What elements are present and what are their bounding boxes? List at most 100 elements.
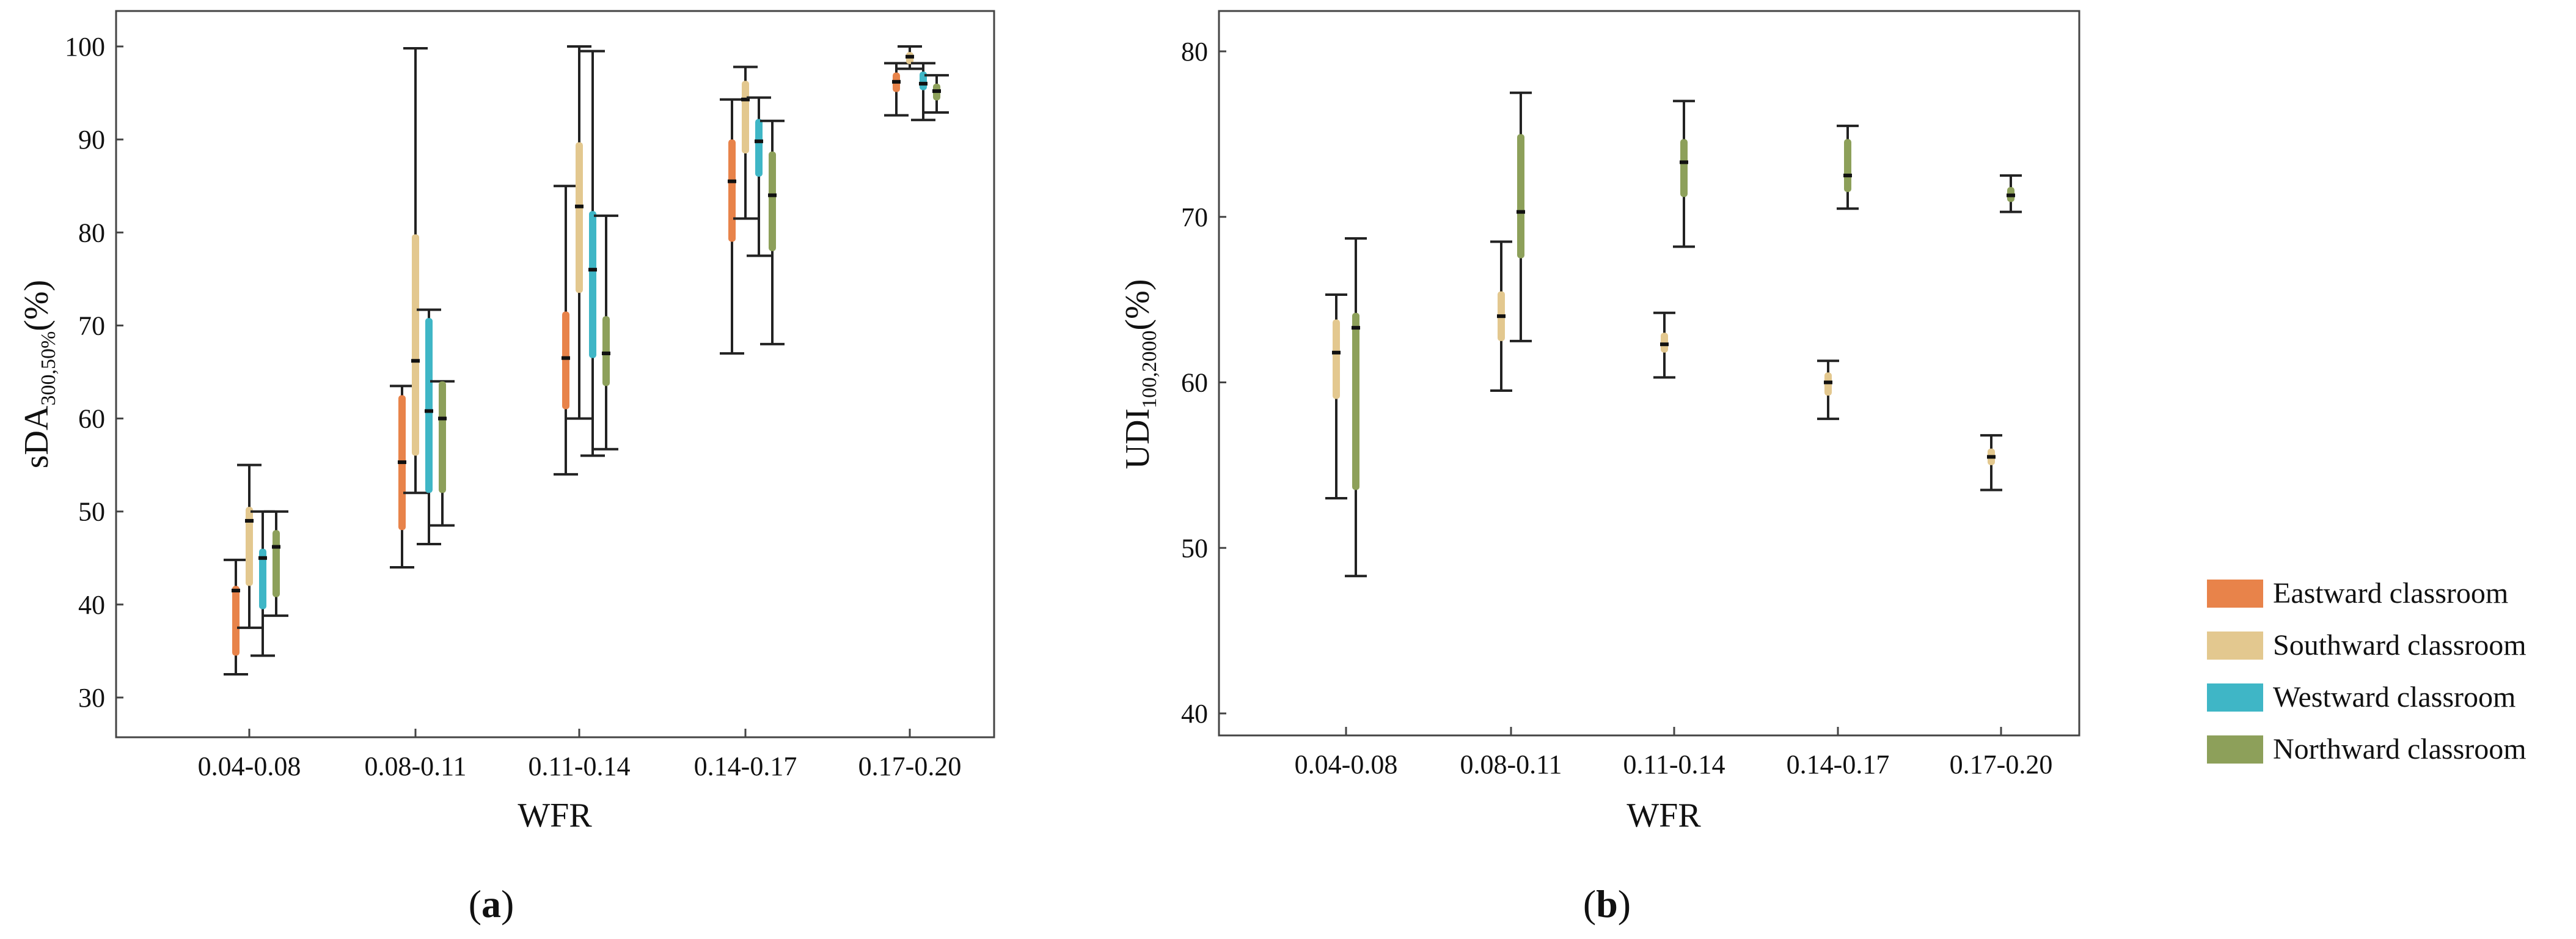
box-westward-4 <box>747 96 771 257</box>
panel-b-y-axis-title: UDI100,2000(%) <box>1119 279 1161 470</box>
legend: Eastward classroom Southward classroom Wes… <box>2207 577 2527 765</box>
x-tick-label: 0.04-0.08 <box>198 751 301 781</box>
panel-b-plot-frame <box>1218 10 2080 737</box>
legend-item-northward: Northward classroom <box>2207 733 2527 765</box>
box-northward-2 <box>430 380 455 527</box>
panel-a-y-ticks: 30 40 50 60 70 80 90 100 <box>65 32 123 713</box>
box-iqr <box>259 548 266 609</box>
x-tick-label: 0.08-0.11 <box>364 751 466 781</box>
legend-swatch <box>2207 735 2263 764</box>
box-eastward-3 <box>554 185 578 476</box>
box-northward-4 <box>1837 124 1859 210</box>
box-iqr <box>562 311 569 410</box>
panel-b-x-ticks: 0.04-0.08 0.08-0.11 0.11-0.14 0.14-0.17 0.17… <box>1295 727 2053 779</box>
legend-label: Southward classroom <box>2273 629 2527 661</box>
box-iqr <box>412 234 419 456</box>
box-southward-2 <box>1490 240 1512 392</box>
panel-a-y-axis-title-unit: (%) <box>18 280 56 331</box>
box-westward-1 <box>251 510 275 657</box>
y-tick-label: 40 <box>78 590 105 620</box>
y-tick-label: 70 <box>1181 202 1208 232</box>
box-iqr <box>1844 139 1851 193</box>
box-southward-5 <box>1980 434 2002 492</box>
box-southward-3 <box>1653 311 1675 379</box>
panel-a-y-axis-title-main: sDA <box>18 405 56 468</box>
legend-swatch <box>2207 580 2263 608</box>
box-northward-5 <box>2000 174 2022 213</box>
box-eastward-4 <box>720 98 744 355</box>
box-southward-2 <box>403 47 428 495</box>
box-iqr <box>1517 134 1524 259</box>
box-iqr <box>576 142 583 293</box>
box-iqr <box>602 316 610 386</box>
legend-label: Westward classroom <box>2273 681 2516 713</box>
panel-a-chart: 30 40 50 60 70 80 90 100 0.04-0.08 0.08-0.11 0.11… <box>18 10 995 926</box>
box-westward-2 <box>417 308 441 545</box>
box-iqr <box>1680 139 1688 197</box>
box-iqr <box>769 151 776 251</box>
box-southward-1 <box>237 463 262 629</box>
box-southward-5 <box>898 45 922 70</box>
box-southward-1 <box>1325 293 1347 500</box>
box-iqr <box>246 507 253 586</box>
y-tick-label: 80 <box>78 218 105 248</box>
box-iqr <box>425 318 433 493</box>
box-iqr <box>589 211 596 358</box>
panel-a-label-letter: a <box>481 882 501 926</box>
x-tick-label: 0.14-0.17 <box>1787 749 1890 779</box>
panel-b-y-axis-title-unit: (%) <box>1119 279 1157 331</box>
panel-b-label-close: ) <box>1618 882 1631 926</box>
panel-a-y-axis-title-sub: 300,50% <box>37 331 60 406</box>
panel-b-y-axis-title-sub: 100,2000 <box>1138 330 1161 408</box>
box-westward-3 <box>580 50 605 457</box>
y-tick-label: 60 <box>78 404 105 434</box>
box-northward-4 <box>760 119 785 345</box>
legend-swatch <box>2207 632 2263 660</box>
box-iqr <box>1333 319 1340 399</box>
panel-a-label-open: ( <box>469 882 481 926</box>
box-northward-5 <box>924 74 949 114</box>
box-eastward-1 <box>224 558 248 676</box>
box-southward-4 <box>1817 359 1839 421</box>
y-tick-label: 50 <box>1181 533 1208 563</box>
panel-a-boxes <box>224 45 949 676</box>
panel-a-x-ticks: 0.04-0.08 0.08-0.11 0.11-0.14 0.14-0.17 0.17… <box>198 729 961 781</box>
x-tick-label: 0.14-0.17 <box>694 751 797 781</box>
legend-swatch <box>2207 683 2263 712</box>
box-northward-1 <box>264 510 288 617</box>
box-northward-2 <box>1510 91 1532 342</box>
panel-b-y-axis-title-main: UDI <box>1119 408 1157 470</box>
panel-a-label-close: ) <box>501 882 514 926</box>
box-southward-4 <box>733 65 758 220</box>
panel-b-boxes <box>1325 91 2022 578</box>
box-iqr <box>1352 312 1359 490</box>
box-iqr <box>232 586 240 656</box>
panel-b-label: (b) <box>1583 882 1631 926</box>
box-eastward-2 <box>390 385 414 569</box>
x-tick-label: 0.08-0.11 <box>1460 749 1562 779</box>
x-tick-label: 0.17-0.20 <box>1950 749 2053 779</box>
box-southward-3 <box>567 45 591 420</box>
legend-label: Eastward classroom <box>2273 577 2508 609</box>
panel-a-y-axis-title: sDA300,50%(%) <box>18 280 60 468</box>
y-tick-label: 100 <box>65 32 105 62</box>
legend-item-eastward: Eastward classroom <box>2207 577 2508 609</box>
box-northward-1 <box>1345 237 1367 578</box>
x-tick-label: 0.11-0.14 <box>528 751 630 781</box>
panel-b-label-letter: b <box>1596 882 1618 926</box>
y-tick-label: 30 <box>78 683 105 713</box>
y-tick-label: 90 <box>78 125 105 155</box>
box-northward-3 <box>594 214 618 451</box>
y-tick-label: 40 <box>1181 699 1208 729</box>
x-tick-label: 0.04-0.08 <box>1295 749 1398 779</box>
y-tick-label: 60 <box>1181 368 1208 398</box>
y-tick-label: 50 <box>78 497 105 527</box>
box-eastward-5 <box>884 62 909 117</box>
box-iqr <box>742 81 749 153</box>
box-iqr <box>728 139 736 242</box>
box-northward-3 <box>1673 100 1695 248</box>
x-tick-label: 0.11-0.14 <box>1623 749 1725 779</box>
panel-a-label: (a) <box>469 882 514 926</box>
